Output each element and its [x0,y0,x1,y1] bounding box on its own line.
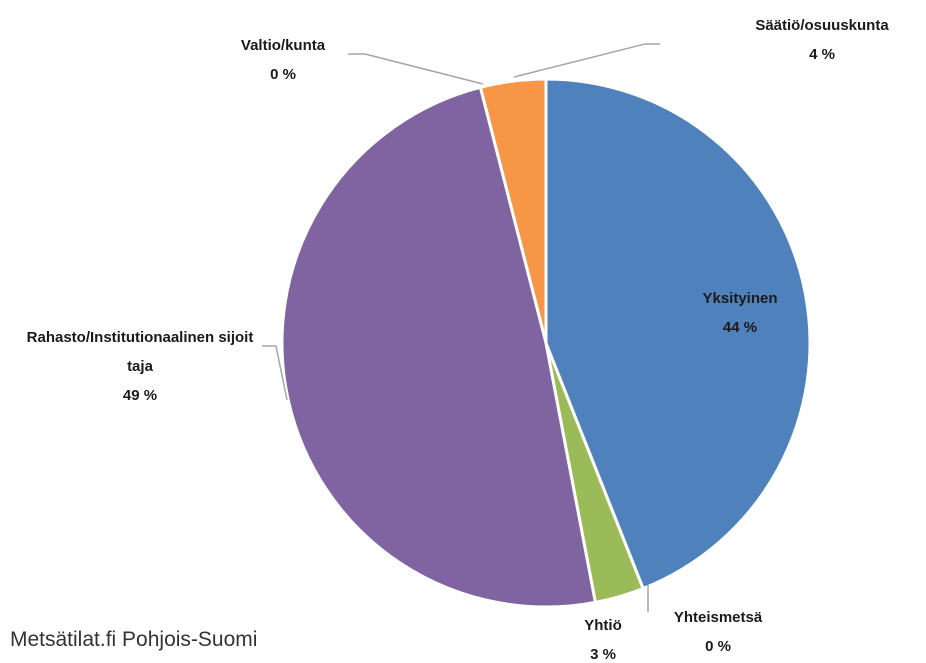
leader-line [513,43,660,78]
pie-slice [280,85,598,609]
category-name: Säätiö/osuuskunta [755,17,889,34]
source-note: Metsätilat.fi Pohjois-Suomi [10,628,258,651]
pie-slice [544,77,812,591]
value-label: 49 % [122,387,158,404]
category-name: Rahasto/Institutionaalinen sijoittaja [26,329,254,375]
data-label: Rahasto/Institutionaalinen sijoittaja 49 … [25,323,255,410]
data-label: Yhteismetsä 0 % [674,603,762,661]
data-label: Yhtiö 3 % [584,611,622,663]
value-label: 44 % [722,319,758,336]
data-label: Yksityinen 44 % [702,284,777,342]
category-name: Yhtiö [584,617,622,634]
data-label: Säätiö/osuuskunta 4 % [755,11,888,69]
category-name: Yhteismetsä [673,609,763,626]
leader-line [262,345,288,401]
leader-line [348,53,484,85]
value-label: 0 % [270,66,296,83]
value-label: 3 % [590,646,616,663]
data-label: Valtio/kunta 0 % [241,31,325,89]
category-name: Valtio/kunta [240,37,326,54]
category-name: Yksityinen [702,290,778,307]
value-label: 0 % [705,638,731,655]
value-label: 4 % [809,46,835,63]
